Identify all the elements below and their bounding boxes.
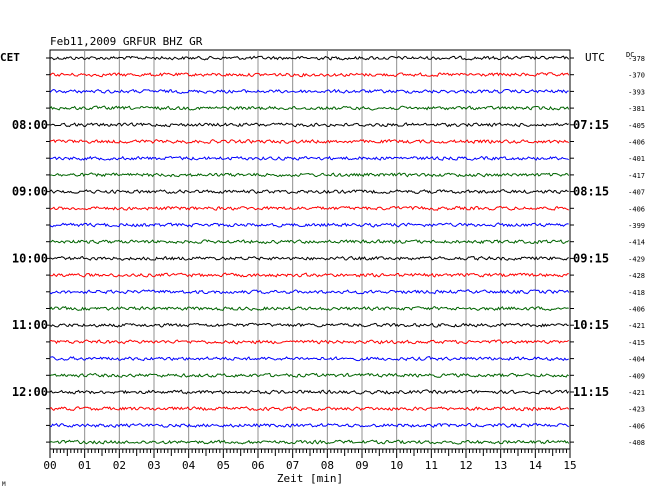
x-tick-label: 13	[494, 459, 507, 472]
trace-line	[49, 372, 569, 378]
cet-hour-label: 11:00	[12, 318, 48, 332]
dc-offset-label: -418	[628, 289, 645, 297]
dc-offset-label: -405	[628, 122, 645, 130]
trace-line	[49, 88, 569, 94]
x-tick-label: 11	[425, 459, 438, 472]
dc-offset-label: -417	[628, 172, 645, 180]
trace-line	[49, 322, 569, 328]
utc-zone-label: UTC	[585, 51, 605, 64]
trace-line	[49, 406, 570, 412]
utc-hour-label: 08:15	[573, 185, 609, 199]
x-tick-label: 10	[390, 459, 403, 472]
x-axis-label: Zeit [min]	[277, 472, 343, 485]
utc-hour-label: 10:15	[573, 318, 609, 332]
trace-line	[49, 339, 569, 345]
x-tick-label: 06	[251, 459, 264, 472]
trace-line	[49, 222, 569, 228]
x-tick-label: 00	[43, 459, 56, 472]
dc-offset-label: -423	[628, 406, 645, 414]
trace-line	[49, 138, 570, 145]
trace-line	[49, 255, 569, 261]
dc-offset-label: -408	[628, 439, 645, 447]
trace-line	[49, 305, 569, 312]
dc-offset-label: -404	[628, 356, 645, 364]
trace-line	[49, 172, 570, 178]
trace-line	[49, 356, 569, 362]
dc-offset-label: -406	[628, 139, 645, 147]
trace-line	[49, 389, 570, 395]
x-tick-label: 04	[182, 459, 196, 472]
x-tick-label: 05	[217, 459, 230, 472]
dc-label: DC	[626, 51, 634, 59]
x-tick-label: 12	[459, 459, 472, 472]
x-tick-label: 07	[286, 459, 299, 472]
trace-line	[49, 72, 570, 78]
x-tick-label: 01	[78, 459, 91, 472]
dc-offset-label: -414	[628, 239, 645, 247]
trace-line	[49, 289, 570, 295]
dc-offset-label: -406	[628, 422, 645, 430]
dc-offset-label: -409	[628, 372, 645, 380]
trace-line	[49, 155, 569, 161]
footer-mark: M	[2, 481, 6, 488]
dc-offset-label: -428	[628, 272, 645, 280]
trace-line	[49, 55, 570, 61]
dc-offset-label: -406	[628, 205, 645, 213]
dc-offset-label: -401	[628, 155, 645, 163]
x-tick-label: 09	[355, 459, 368, 472]
cet-hour-label: 12:00	[12, 385, 48, 399]
trace-line	[49, 272, 569, 278]
cet-hour-label: 09:00	[12, 185, 48, 199]
dc-offset-label: -399	[628, 222, 645, 230]
trace-line	[49, 239, 570, 245]
dc-offset-label: -370	[628, 72, 645, 80]
dc-offset-label: -407	[628, 189, 645, 197]
cet-zone-label: CET	[0, 51, 20, 64]
x-tick-label: 03	[147, 459, 160, 472]
plot-frame	[49, 49, 571, 450]
trace-line	[49, 122, 569, 128]
chart-labels: Feb11,2009 GRFUR BHZ GR CET UTC DC Zeit …	[0, 35, 645, 488]
chart-grid	[46, 49, 574, 458]
utc-hour-label: 07:15	[573, 118, 609, 132]
x-tick-label: 02	[113, 459, 126, 472]
utc-hour-label: 09:15	[573, 251, 609, 265]
dc-offset-label: -393	[628, 88, 645, 96]
cet-hour-label: 10:00	[12, 251, 48, 265]
utc-hour-label: 11:15	[573, 385, 609, 399]
trace-line	[49, 422, 569, 428]
trace-line	[49, 189, 569, 195]
trace-line	[49, 105, 570, 111]
chart-title: Feb11,2009 GRFUR BHZ GR	[50, 35, 203, 48]
x-tick-label: 15	[563, 459, 576, 472]
dc-offset-label: -406	[628, 306, 645, 314]
x-tick-label: 14	[529, 459, 543, 472]
dc-offset-label: -378	[628, 55, 645, 63]
x-tick-label: 08	[321, 459, 334, 472]
dc-offset-label: -429	[628, 255, 645, 263]
dc-offset-label: -421	[628, 389, 645, 397]
cet-hour-label: 08:00	[12, 118, 48, 132]
dc-offset-label: -415	[628, 339, 645, 347]
trace-line	[49, 205, 569, 211]
trace-line	[49, 439, 570, 445]
dc-offset-label: -381	[628, 105, 645, 113]
seismic-traces	[49, 55, 570, 445]
dc-offset-label: -421	[628, 322, 645, 330]
